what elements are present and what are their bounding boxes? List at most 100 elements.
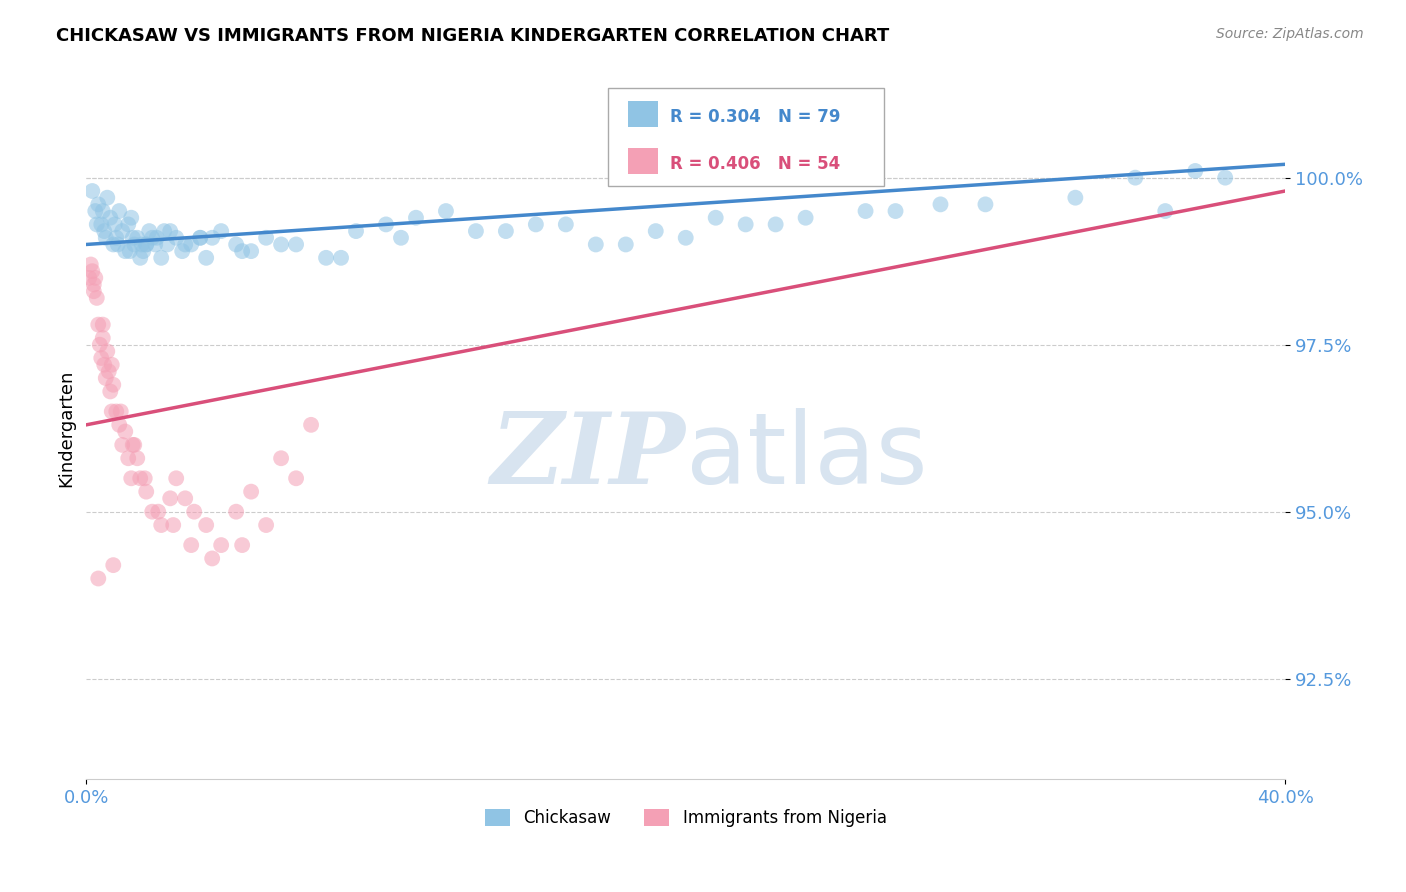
Point [82,264,104,278]
Point [285,471,308,485]
Point [120,471,142,485]
Point [174,237,197,252]
Point [86,218,108,232]
Point [96,191,118,205]
Legend: Chickasaw, Immigrants from Nigeria: Chickasaw, Immigrants from Nigeria [478,802,893,834]
Point [254,231,277,245]
Point [93,358,115,372]
Point [150,251,173,265]
Point [129,471,152,485]
Point [103,237,125,252]
Point [270,451,292,466]
Point [270,237,292,252]
Point [150,518,173,533]
Point [148,505,170,519]
Point [93,224,115,238]
Point [1064,191,1087,205]
Point [180,538,202,552]
Point [344,224,367,238]
Point [94,231,117,245]
Point [82,184,104,198]
Point [117,218,139,232]
Y-axis label: Kindergarten: Kindergarten [58,369,75,487]
Point [103,558,125,573]
Point [135,237,157,252]
Text: Source: ZipAtlas.com: Source: ZipAtlas.com [1216,27,1364,41]
FancyBboxPatch shape [607,88,883,186]
Point [114,425,136,439]
Point [122,237,145,252]
Point [83,284,105,298]
Point [135,237,157,252]
Point [96,344,118,359]
Point [122,438,145,452]
Point [165,231,187,245]
Point [134,471,156,485]
Point [188,231,211,245]
Point [131,237,153,252]
Point [614,237,637,252]
Point [389,231,412,245]
Point [84,271,107,285]
Point [794,211,817,225]
Point [141,231,163,245]
Point [83,277,105,292]
Point [86,291,108,305]
Point [180,237,202,252]
Point [127,231,149,245]
Point [108,417,131,432]
Point [120,211,142,225]
Point [1123,170,1146,185]
Point [104,218,127,232]
Point [554,218,576,232]
Point [114,244,136,259]
Point [90,351,112,365]
Point [110,404,132,418]
Point [87,318,110,332]
Point [315,251,337,265]
Point [87,197,110,211]
Text: CHICKASAW VS IMMIGRANTS FROM NIGERIA KINDERGARTEN CORRELATION CHART: CHICKASAW VS IMMIGRANTS FROM NIGERIA KIN… [56,27,890,45]
Point [127,451,149,466]
Point [132,244,155,259]
Point [209,224,232,238]
Point [111,438,134,452]
Point [153,224,176,238]
Point [734,218,756,232]
Point [201,231,224,245]
Point [240,484,263,499]
Point [188,231,211,245]
Point [929,197,952,211]
Point [121,231,143,245]
Point [375,218,398,232]
Point [100,358,122,372]
Text: R = 0.406   N = 54: R = 0.406 N = 54 [671,155,841,173]
Point [105,231,128,245]
Text: ZIP: ZIP [491,408,686,505]
Point [1154,204,1177,219]
Point [159,224,181,238]
Point [765,218,787,232]
Point [121,438,143,452]
Point [495,224,517,238]
Point [231,244,253,259]
Point [91,318,114,332]
Point [80,258,103,272]
Point [135,484,157,499]
Point [141,505,163,519]
Point [94,371,117,385]
Point [644,224,666,238]
FancyBboxPatch shape [628,102,658,127]
Point [1213,170,1236,185]
Point [704,211,727,225]
Point [195,251,218,265]
Point [172,244,194,259]
Text: R = 0.304   N = 79: R = 0.304 N = 79 [671,108,841,127]
Point [98,384,121,399]
Point [405,211,427,225]
Point [100,404,122,418]
Point [97,364,120,378]
Point [855,204,877,219]
Point [87,572,110,586]
Point [162,518,184,533]
